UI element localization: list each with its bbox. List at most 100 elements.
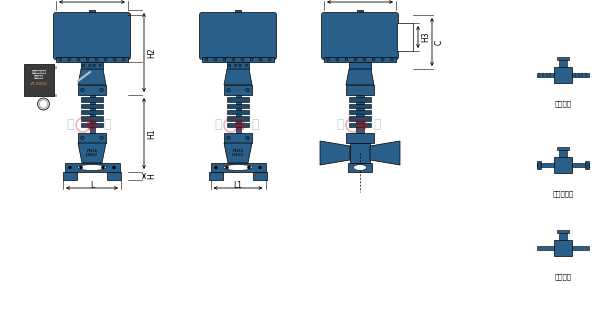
Bar: [557, 147, 569, 151]
Bar: [81, 110, 103, 114]
Text: 川: 川: [214, 118, 222, 132]
Bar: [235, 95, 241, 133]
Bar: [235, 10, 241, 15]
Circle shape: [357, 120, 367, 130]
Text: 沪: 沪: [251, 118, 259, 132]
Bar: [227, 104, 249, 108]
Text: ZY-3000: ZY-3000: [30, 82, 48, 86]
Circle shape: [345, 58, 348, 61]
Bar: [107, 172, 121, 180]
Circle shape: [241, 58, 244, 61]
Ellipse shape: [353, 165, 367, 170]
Bar: [554, 240, 572, 256]
Bar: [350, 143, 370, 163]
Bar: [89, 10, 95, 15]
Circle shape: [215, 166, 218, 169]
Circle shape: [214, 58, 217, 61]
Circle shape: [246, 88, 249, 92]
Circle shape: [258, 166, 261, 169]
Bar: [24, 64, 54, 96]
Circle shape: [259, 58, 262, 61]
Circle shape: [327, 58, 330, 61]
Circle shape: [363, 58, 366, 61]
Polygon shape: [224, 69, 252, 85]
Bar: [559, 234, 567, 240]
Circle shape: [69, 166, 72, 169]
Bar: [78, 85, 106, 95]
Bar: [557, 230, 569, 234]
Bar: [557, 57, 569, 60]
Circle shape: [372, 58, 375, 61]
Circle shape: [268, 58, 271, 61]
Bar: [89, 95, 94, 133]
Text: PN16
DN50: PN16 DN50: [86, 149, 98, 157]
Bar: [210, 163, 266, 172]
Bar: [209, 172, 223, 180]
Circle shape: [390, 58, 393, 61]
Circle shape: [205, 58, 208, 61]
Circle shape: [89, 64, 91, 67]
Polygon shape: [320, 141, 350, 165]
Bar: [554, 67, 572, 83]
Circle shape: [381, 58, 384, 61]
Text: H2: H2: [147, 47, 156, 58]
Bar: [78, 133, 106, 143]
Text: H1: H1: [147, 128, 156, 139]
Circle shape: [235, 64, 237, 67]
Circle shape: [235, 120, 245, 130]
FancyBboxPatch shape: [199, 12, 277, 59]
Circle shape: [82, 64, 85, 67]
Bar: [346, 85, 374, 95]
Circle shape: [104, 58, 107, 61]
Text: 對燊連接: 對燊連接: [554, 273, 572, 280]
Circle shape: [354, 58, 357, 61]
Text: 承插燊連接: 承插燊連接: [553, 190, 573, 197]
Circle shape: [112, 166, 116, 169]
Circle shape: [229, 64, 231, 67]
Circle shape: [59, 58, 62, 61]
Bar: [224, 133, 252, 143]
Bar: [56, 57, 128, 62]
Bar: [349, 62, 371, 69]
Circle shape: [227, 88, 230, 92]
Circle shape: [86, 58, 89, 61]
Circle shape: [250, 58, 253, 61]
Text: 螺紋連接: 螺紋連接: [554, 100, 572, 107]
Bar: [346, 133, 374, 143]
Circle shape: [247, 166, 250, 169]
Circle shape: [80, 166, 83, 169]
Text: 上海川沪阀門: 上海川沪阀門: [32, 70, 46, 74]
Ellipse shape: [224, 165, 252, 170]
Bar: [559, 151, 567, 157]
Bar: [81, 62, 103, 69]
Circle shape: [227, 136, 230, 140]
Bar: [572, 73, 589, 77]
Bar: [227, 116, 249, 121]
Circle shape: [95, 58, 98, 61]
Text: L: L: [90, 181, 94, 190]
Circle shape: [246, 136, 249, 140]
Bar: [349, 110, 371, 114]
Bar: [63, 172, 77, 180]
Bar: [324, 57, 396, 62]
Bar: [81, 123, 103, 127]
Circle shape: [93, 64, 95, 67]
Bar: [227, 97, 249, 102]
Polygon shape: [78, 143, 106, 163]
Text: H3: H3: [421, 32, 430, 42]
Bar: [397, 23, 413, 51]
Text: 沪: 沪: [373, 118, 381, 132]
Bar: [349, 116, 371, 121]
Text: C: C: [435, 39, 444, 44]
Circle shape: [81, 88, 85, 92]
Bar: [349, 97, 371, 102]
Bar: [559, 60, 567, 67]
Circle shape: [38, 98, 49, 110]
Bar: [227, 110, 249, 114]
FancyBboxPatch shape: [322, 12, 398, 59]
Bar: [537, 246, 554, 250]
Bar: [227, 123, 249, 127]
Circle shape: [68, 58, 71, 61]
Circle shape: [223, 58, 226, 61]
Polygon shape: [346, 69, 374, 85]
